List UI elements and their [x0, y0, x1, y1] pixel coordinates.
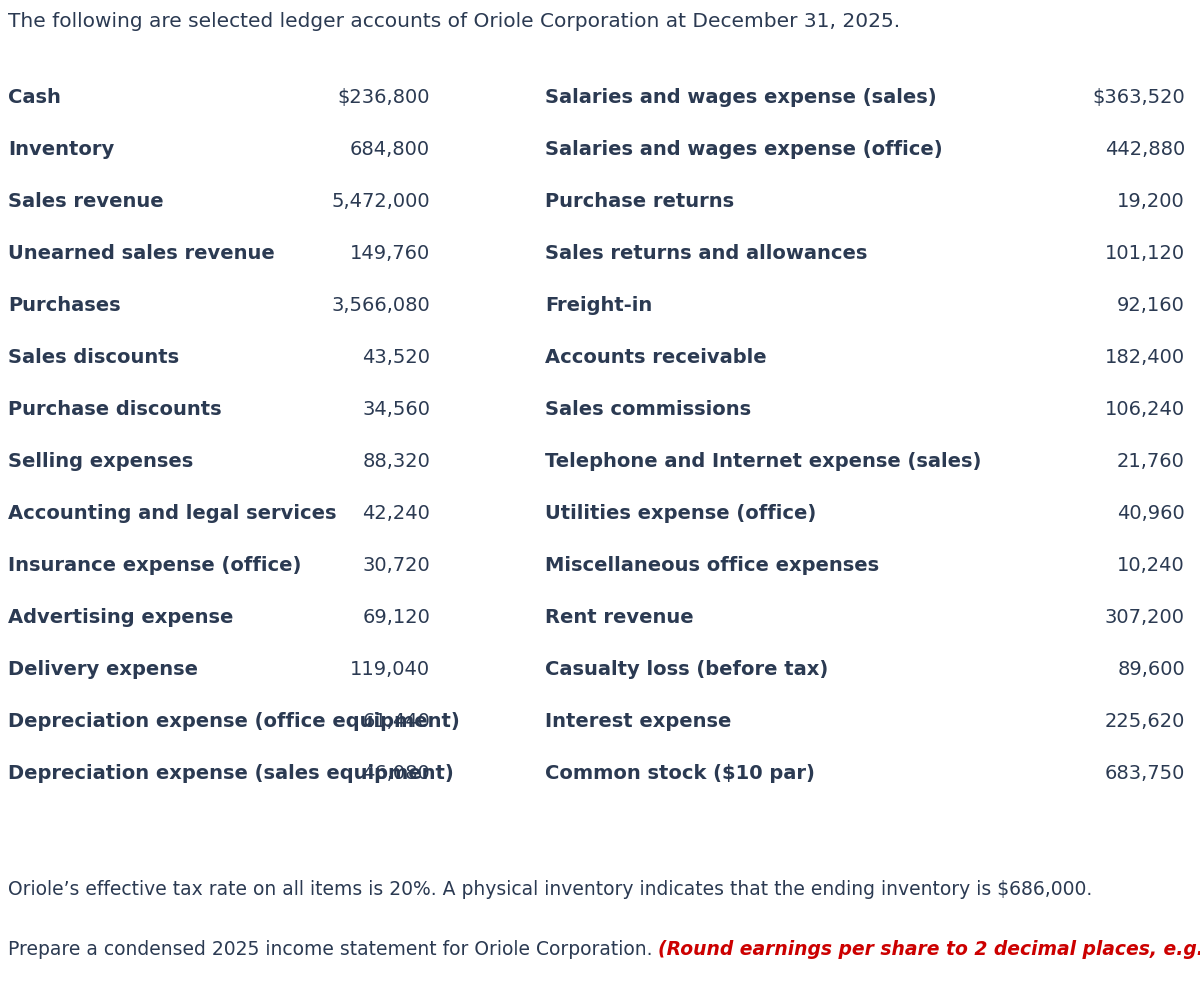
- Text: 40,960: 40,960: [1117, 504, 1186, 523]
- Text: Inventory: Inventory: [8, 140, 114, 159]
- Text: 225,620: 225,620: [1105, 711, 1186, 731]
- Text: 106,240: 106,240: [1105, 399, 1186, 419]
- Text: 182,400: 182,400: [1105, 348, 1186, 367]
- Text: 88,320: 88,320: [362, 452, 430, 470]
- Text: Casualty loss (before tax): Casualty loss (before tax): [545, 660, 828, 678]
- Text: Advertising expense: Advertising expense: [8, 607, 233, 626]
- Text: Rent revenue: Rent revenue: [545, 607, 694, 626]
- Text: 119,040: 119,040: [350, 660, 430, 678]
- Text: 34,560: 34,560: [362, 399, 430, 419]
- Text: 42,240: 42,240: [362, 504, 430, 523]
- Text: 19,200: 19,200: [1117, 192, 1186, 211]
- Text: 89,600: 89,600: [1117, 660, 1186, 678]
- Text: 5,472,000: 5,472,000: [331, 192, 430, 211]
- Text: Sales returns and allowances: Sales returns and allowances: [545, 244, 868, 262]
- Text: 442,880: 442,880: [1105, 140, 1186, 159]
- Text: Accounting and legal services: Accounting and legal services: [8, 504, 336, 523]
- Text: Purchases: Purchases: [8, 296, 121, 315]
- Text: 101,120: 101,120: [1105, 244, 1186, 262]
- Text: Purchase discounts: Purchase discounts: [8, 399, 222, 419]
- Text: Sales discounts: Sales discounts: [8, 348, 179, 367]
- Text: 61,440: 61,440: [362, 711, 430, 731]
- Text: 92,160: 92,160: [1117, 296, 1186, 315]
- Text: 684,800: 684,800: [350, 140, 430, 159]
- Text: Sales commissions: Sales commissions: [545, 399, 751, 419]
- Text: Prepare a condensed 2025 income statement for Oriole Corporation.: Prepare a condensed 2025 income statemen…: [8, 939, 659, 958]
- Text: Cash: Cash: [8, 88, 61, 106]
- Text: Freight-in: Freight-in: [545, 296, 653, 315]
- Text: (Round earnings per share to 2 decimal places, e.g. 1.48.): (Round earnings per share to 2 decimal p…: [659, 939, 1200, 958]
- Text: 43,520: 43,520: [362, 348, 430, 367]
- Text: Telephone and Internet expense (sales): Telephone and Internet expense (sales): [545, 452, 982, 470]
- Text: 307,200: 307,200: [1105, 607, 1186, 626]
- Text: $236,800: $236,800: [337, 88, 430, 106]
- Text: Interest expense: Interest expense: [545, 711, 731, 731]
- Text: Depreciation expense (office equipment): Depreciation expense (office equipment): [8, 711, 460, 731]
- Text: 46,080: 46,080: [362, 763, 430, 782]
- Text: 69,120: 69,120: [362, 607, 430, 626]
- Text: Accounts receivable: Accounts receivable: [545, 348, 767, 367]
- Text: Common stock ($10 par): Common stock ($10 par): [545, 763, 815, 782]
- Text: 10,240: 10,240: [1117, 555, 1186, 575]
- Text: Sales revenue: Sales revenue: [8, 192, 163, 211]
- Text: 149,760: 149,760: [349, 244, 430, 262]
- Text: Salaries and wages expense (office): Salaries and wages expense (office): [545, 140, 943, 159]
- Text: 21,760: 21,760: [1117, 452, 1186, 470]
- Text: Depreciation expense (sales equipment): Depreciation expense (sales equipment): [8, 763, 454, 782]
- Text: 683,750: 683,750: [1105, 763, 1186, 782]
- Text: Utilities expense (office): Utilities expense (office): [545, 504, 816, 523]
- Text: Purchase returns: Purchase returns: [545, 192, 734, 211]
- Text: Oriole’s effective tax rate on all items is 20%. A physical inventory indicates : Oriole’s effective tax rate on all items…: [8, 880, 1092, 898]
- Text: 30,720: 30,720: [362, 555, 430, 575]
- Text: $363,520: $363,520: [1092, 88, 1186, 106]
- Text: Salaries and wages expense (sales): Salaries and wages expense (sales): [545, 88, 937, 106]
- Text: Unearned sales revenue: Unearned sales revenue: [8, 244, 275, 262]
- Text: Insurance expense (office): Insurance expense (office): [8, 555, 301, 575]
- Text: Miscellaneous office expenses: Miscellaneous office expenses: [545, 555, 880, 575]
- Text: 3,566,080: 3,566,080: [331, 296, 430, 315]
- Text: Delivery expense: Delivery expense: [8, 660, 198, 678]
- Text: Selling expenses: Selling expenses: [8, 452, 193, 470]
- Text: The following are selected ledger accounts of Oriole Corporation at December 31,: The following are selected ledger accoun…: [8, 12, 900, 31]
